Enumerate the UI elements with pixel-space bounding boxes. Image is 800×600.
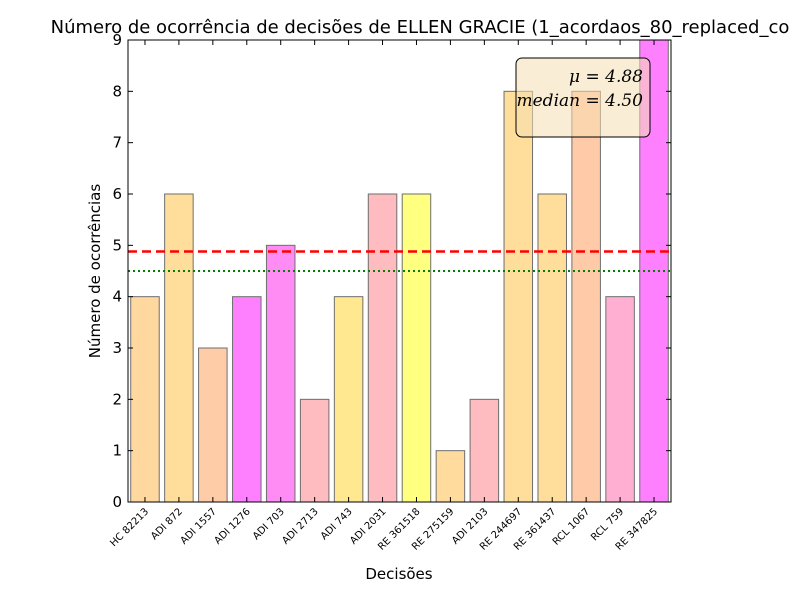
median-label: median = 4.50 (517, 91, 644, 111)
stats-box-background (515, 57, 651, 138)
bar-re-275159 (435, 450, 466, 503)
bar-adi-743 (333, 296, 364, 503)
plot-frame (127, 39, 672, 503)
bar-adi-1557 (198, 347, 228, 503)
bar-adi-2713 (299, 398, 330, 503)
bar-re-244697 (503, 90, 534, 503)
y-tick-label: 3 (112, 339, 122, 357)
y-axis: 0 1 2 3 4 5 6 7 8 9 (112, 31, 671, 511)
y-tick-label: 0 (112, 493, 122, 511)
x-tick-label: HC 82213 (108, 506, 151, 549)
bar-adi-872 (164, 193, 194, 503)
bar-re-361518 (401, 193, 432, 503)
bar-re-361437 (537, 193, 567, 503)
bar-adi-2103 (469, 398, 500, 503)
bar-rcl-1067 (571, 90, 601, 503)
x-tick-label: ADI 2713 (280, 506, 320, 546)
x-tick-label: RCL 1067 (551, 506, 592, 547)
y-tick-label: 6 (112, 185, 122, 203)
y-tick-label: 2 (112, 390, 122, 408)
y-tick-label: 7 (112, 134, 122, 152)
bar-hc-82213 (130, 296, 160, 503)
y-axis-label: Número de ocorrências (86, 184, 104, 359)
y-tick-label: 5 (112, 236, 122, 254)
bar-adi-1276 (232, 296, 262, 503)
bar-adi-703 (265, 244, 296, 503)
chart-title: Número de ocorrência de decisões de ELLE… (51, 17, 790, 38)
stats-box: μ = 4.88 median = 4.50 (515, 57, 651, 138)
bar-adi-2031 (367, 193, 398, 503)
y-tick-label: 8 (112, 82, 122, 100)
x-axis-label: Decisões (365, 565, 432, 583)
x-tick-label: ADI 1276 (213, 506, 253, 546)
y-tick-label: 9 (112, 31, 122, 49)
mean-label: μ = 4.88 (569, 67, 643, 87)
y-tick-label: 4 (112, 288, 122, 306)
y-tick-label: 1 (112, 442, 122, 460)
bar-rcl-759 (605, 296, 635, 503)
